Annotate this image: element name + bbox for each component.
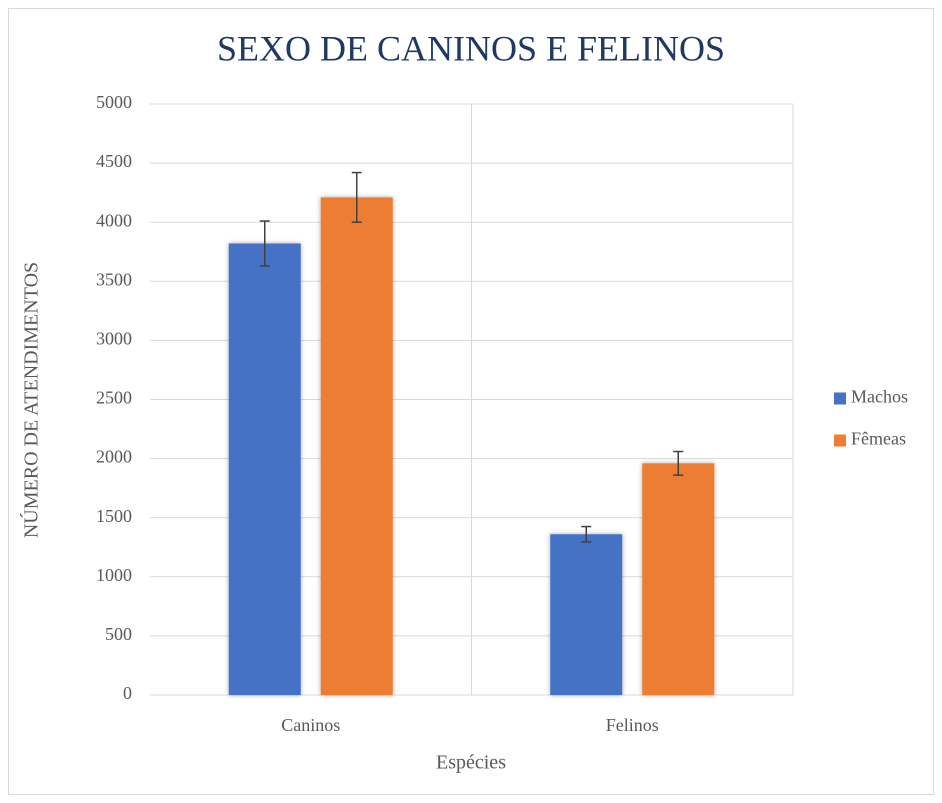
x-tick-label: Felinos (606, 715, 659, 735)
bar (320, 197, 393, 696)
y-tick-label: 1500 (96, 506, 132, 526)
y-tick-label: 1000 (96, 565, 132, 585)
error-bar (673, 450, 684, 476)
legend-swatch (834, 392, 846, 405)
error-bar (581, 525, 592, 543)
y-tick-label: 5000 (96, 92, 132, 112)
y-tick-label: 4000 (96, 210, 132, 230)
legend-label: Fêmeas (851, 429, 906, 449)
y-tick-label: 2500 (96, 388, 132, 408)
y-axis-label: NÚMERO DE ATENDIMENTOS (19, 262, 43, 538)
y-tick-label: 0 (123, 683, 132, 703)
legend-swatch (834, 434, 846, 447)
y-tick-label: 3500 (96, 269, 132, 289)
bar (550, 534, 623, 695)
bar (642, 463, 715, 695)
bar (228, 243, 301, 695)
y-tick-label: 500 (105, 624, 132, 644)
x-axis-label: Espécies (436, 752, 506, 774)
legend-label: Machos (851, 387, 908, 407)
error-bar (351, 171, 362, 223)
y-tick-label: 3000 (96, 329, 132, 349)
chart-title: SEXO DE CANINOS E FELINOS (217, 28, 725, 68)
y-tick-label: 2000 (96, 447, 132, 467)
x-tick-label: Caninos (281, 715, 340, 735)
y-tick-label: 4500 (96, 151, 132, 171)
error-bar (259, 220, 270, 267)
